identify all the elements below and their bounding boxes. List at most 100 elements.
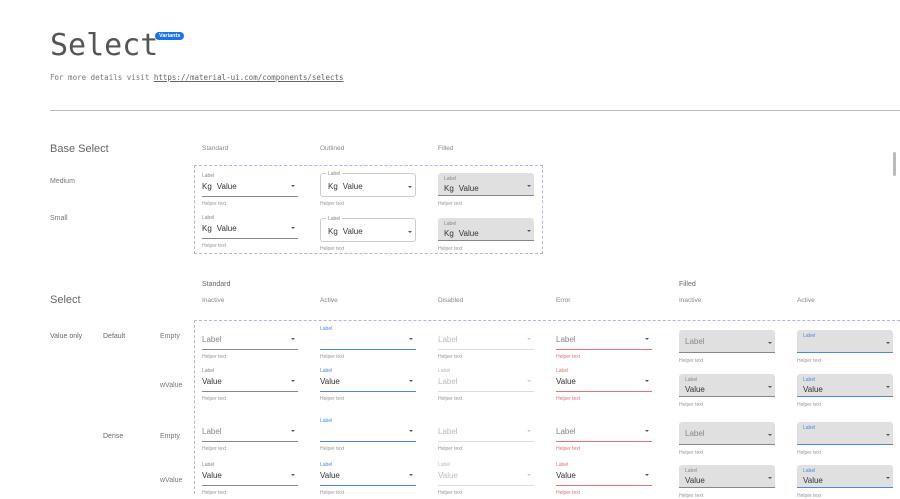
select-standard-inactive[interactable]: Label Kg Value Helper text (202, 173, 298, 207)
field-value: Value (202, 471, 222, 480)
dropdown-arrow-icon[interactable] (291, 474, 295, 476)
docs-link[interactable]: https://material-ui.com/components/selec… (153, 73, 344, 82)
select-control[interactable]: Label (202, 326, 298, 350)
field-value: Label (685, 337, 705, 346)
dropdown-arrow-icon[interactable] (527, 430, 531, 432)
select-control[interactable]: Label (797, 422, 893, 445)
dropdown-arrow-icon[interactable] (408, 186, 412, 188)
select-control[interactable]: Label (679, 422, 775, 445)
dropdown-arrow-icon[interactable] (409, 474, 413, 476)
select-control[interactable]: Label Kg Value (202, 215, 298, 239)
select-standard-inactive[interactable]: Label Helper text (202, 418, 298, 452)
select-control[interactable]: Label Value (320, 462, 416, 486)
field-label: Label (326, 171, 343, 177)
dropdown-arrow-icon[interactable] (768, 386, 772, 388)
field-value: Label (202, 335, 222, 344)
dropdown-arrow-icon[interactable] (291, 380, 295, 382)
select-standard-inactive[interactable]: Label Kg Value Helper text (202, 215, 298, 249)
select-filled-inactive[interactable]: Label Helper text (679, 422, 775, 456)
value-text: Value (216, 224, 237, 233)
col-header-active: Active (320, 297, 338, 304)
select-filled-inactive[interactable]: Label Kg Value Helper text (438, 218, 534, 252)
field-underline (202, 196, 298, 197)
dropdown-arrow-icon[interactable] (527, 338, 531, 340)
select-filled-active[interactable]: Label Helper text (797, 422, 893, 456)
placeholder-label: Label (438, 427, 458, 436)
field-value: Label (438, 377, 458, 386)
select-control[interactable]: Label Value (556, 368, 652, 392)
dropdown-arrow-icon[interactable] (408, 231, 412, 233)
page-title: Select (50, 28, 159, 63)
select-control[interactable]: Label (797, 330, 893, 353)
value-text: Value (685, 476, 705, 485)
unit-prefix: Kg (444, 229, 454, 238)
dropdown-arrow-icon[interactable] (886, 434, 890, 436)
dropdown-arrow-icon[interactable] (291, 227, 295, 229)
dropdown-arrow-icon[interactable] (291, 338, 295, 340)
dropdown-arrow-icon[interactable] (409, 338, 413, 340)
select-control[interactable]: Label Kg Value (320, 171, 416, 197)
select-control[interactable]: Label Value (679, 465, 775, 488)
select-control[interactable]: Label Kg Value (438, 173, 534, 196)
dropdown-arrow-icon[interactable] (527, 230, 531, 232)
dropdown-arrow-icon[interactable] (768, 342, 772, 344)
select-standard-inactive[interactable]: Label Value Helper text (202, 368, 298, 402)
value-text: Value (342, 227, 363, 236)
dropdown-arrow-icon[interactable] (886, 386, 890, 388)
select-control[interactable]: Label (556, 326, 652, 350)
select-standard-active[interactable]: Label Helper text (320, 326, 416, 360)
helper-text: Helper text (202, 490, 227, 496)
select-control[interactable]: Label Value (797, 465, 893, 488)
field-underline (797, 443, 893, 445)
select-control[interactable]: Label Value (320, 368, 416, 392)
field-value: Value (202, 377, 222, 386)
select-standard-error[interactable]: Label Value Helper text (556, 368, 652, 402)
select-standard-error[interactable]: Label Value Helper text (556, 462, 652, 496)
select-control[interactable]: Label Value (202, 462, 298, 486)
select-control[interactable]: Label (320, 418, 416, 442)
select-control[interactable]: Label Value (679, 374, 775, 397)
select-standard-active[interactable]: Label Value Helper text (320, 368, 416, 402)
select-control[interactable]: Label Kg Value (320, 216, 416, 242)
select-control[interactable]: Label Value (797, 374, 893, 397)
select-standard-active[interactable]: Label Helper text (320, 418, 416, 452)
helper-text: Helper text (797, 402, 822, 408)
dropdown-arrow-icon[interactable] (886, 342, 890, 344)
scrollbar-thumb[interactable] (893, 152, 896, 176)
select-frame-left (194, 320, 195, 494)
select-control[interactable]: Label Value (202, 368, 298, 392)
dropdown-arrow-icon[interactable] (527, 185, 531, 187)
select-standard-active[interactable]: Label Value Helper text (320, 462, 416, 496)
select-standard-inactive[interactable]: Label Value Helper text (202, 462, 298, 496)
dropdown-arrow-icon[interactable] (645, 380, 649, 382)
select-filled-active[interactable]: Label Value Helper text (797, 374, 893, 408)
dropdown-arrow-icon[interactable] (645, 474, 649, 476)
select-filled-active[interactable]: Label Helper text (797, 330, 893, 364)
dropdown-arrow-icon[interactable] (768, 434, 772, 436)
dropdown-arrow-icon[interactable] (291, 430, 295, 432)
select-control[interactable]: Label Value (556, 462, 652, 486)
select-filled-inactive[interactable]: Label Kg Value Helper text (438, 173, 534, 207)
dropdown-arrow-icon[interactable] (409, 430, 413, 432)
select-control[interactable]: Label (679, 330, 775, 353)
select-control[interactable]: Label Kg Value (438, 218, 534, 241)
select-outlined-inactive[interactable]: Label Kg Value Helper text (320, 171, 416, 207)
select-outlined-inactive[interactable]: Label Kg Value Helper text (320, 216, 416, 252)
dropdown-arrow-icon[interactable] (768, 477, 772, 479)
dropdown-arrow-icon[interactable] (409, 380, 413, 382)
select-control[interactable]: Label Kg Value (202, 173, 298, 197)
select-standard-inactive[interactable]: Label Helper text (202, 326, 298, 360)
select-standard-error[interactable]: Label Helper text (556, 326, 652, 360)
select-standard-error[interactable]: Label Helper text (556, 418, 652, 452)
select-filled-inactive[interactable]: Label Helper text (679, 330, 775, 364)
dropdown-arrow-icon[interactable] (527, 474, 531, 476)
select-control[interactable]: Label (320, 326, 416, 350)
dropdown-arrow-icon[interactable] (645, 430, 649, 432)
dropdown-arrow-icon[interactable] (527, 380, 531, 382)
dropdown-arrow-icon[interactable] (645, 338, 649, 340)
select-control[interactable]: Label (202, 418, 298, 442)
dropdown-arrow-icon[interactable] (291, 185, 295, 187)
select-control[interactable]: Label (556, 418, 652, 442)
dropdown-arrow-icon[interactable] (886, 477, 890, 479)
select-filled-inactive[interactable]: Label Value Helper text (679, 374, 775, 408)
